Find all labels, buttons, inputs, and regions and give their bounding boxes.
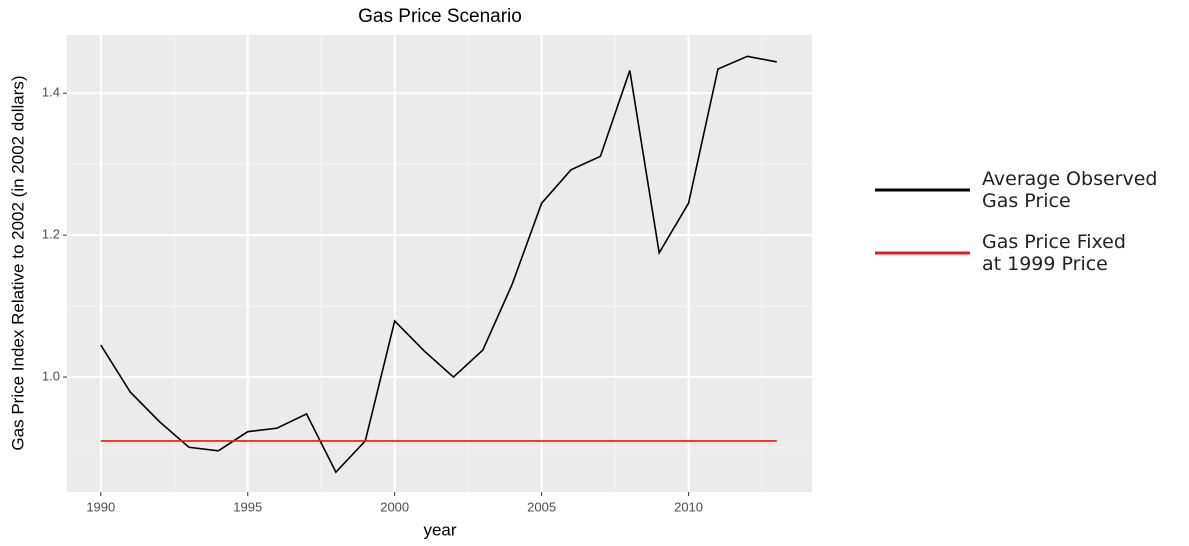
panel: [67, 35, 812, 492]
x-tick-label: 1990: [86, 499, 115, 514]
x-tick-label: 2005: [527, 499, 556, 514]
y-tick-label: 1.0: [42, 368, 60, 383]
legend-label: Average Observed Gas Price: [982, 168, 1158, 212]
y-tick-label: 1.2: [42, 227, 60, 242]
chart-title: Gas Price Scenario: [358, 6, 522, 27]
x-tick-label: 2010: [674, 499, 703, 514]
x-tick-label: 2000: [380, 499, 409, 514]
y-tick-label: 1.4: [42, 85, 60, 100]
y-axis-label: Gas Price Index Relative to 2002 (in 200…: [8, 75, 27, 450]
series-line: [100, 55, 777, 474]
x-tick-label: 1995: [233, 499, 262, 514]
x-axis-label: year: [423, 520, 456, 539]
legend-label: Gas Price Fixed at 1999 Price: [982, 231, 1126, 275]
